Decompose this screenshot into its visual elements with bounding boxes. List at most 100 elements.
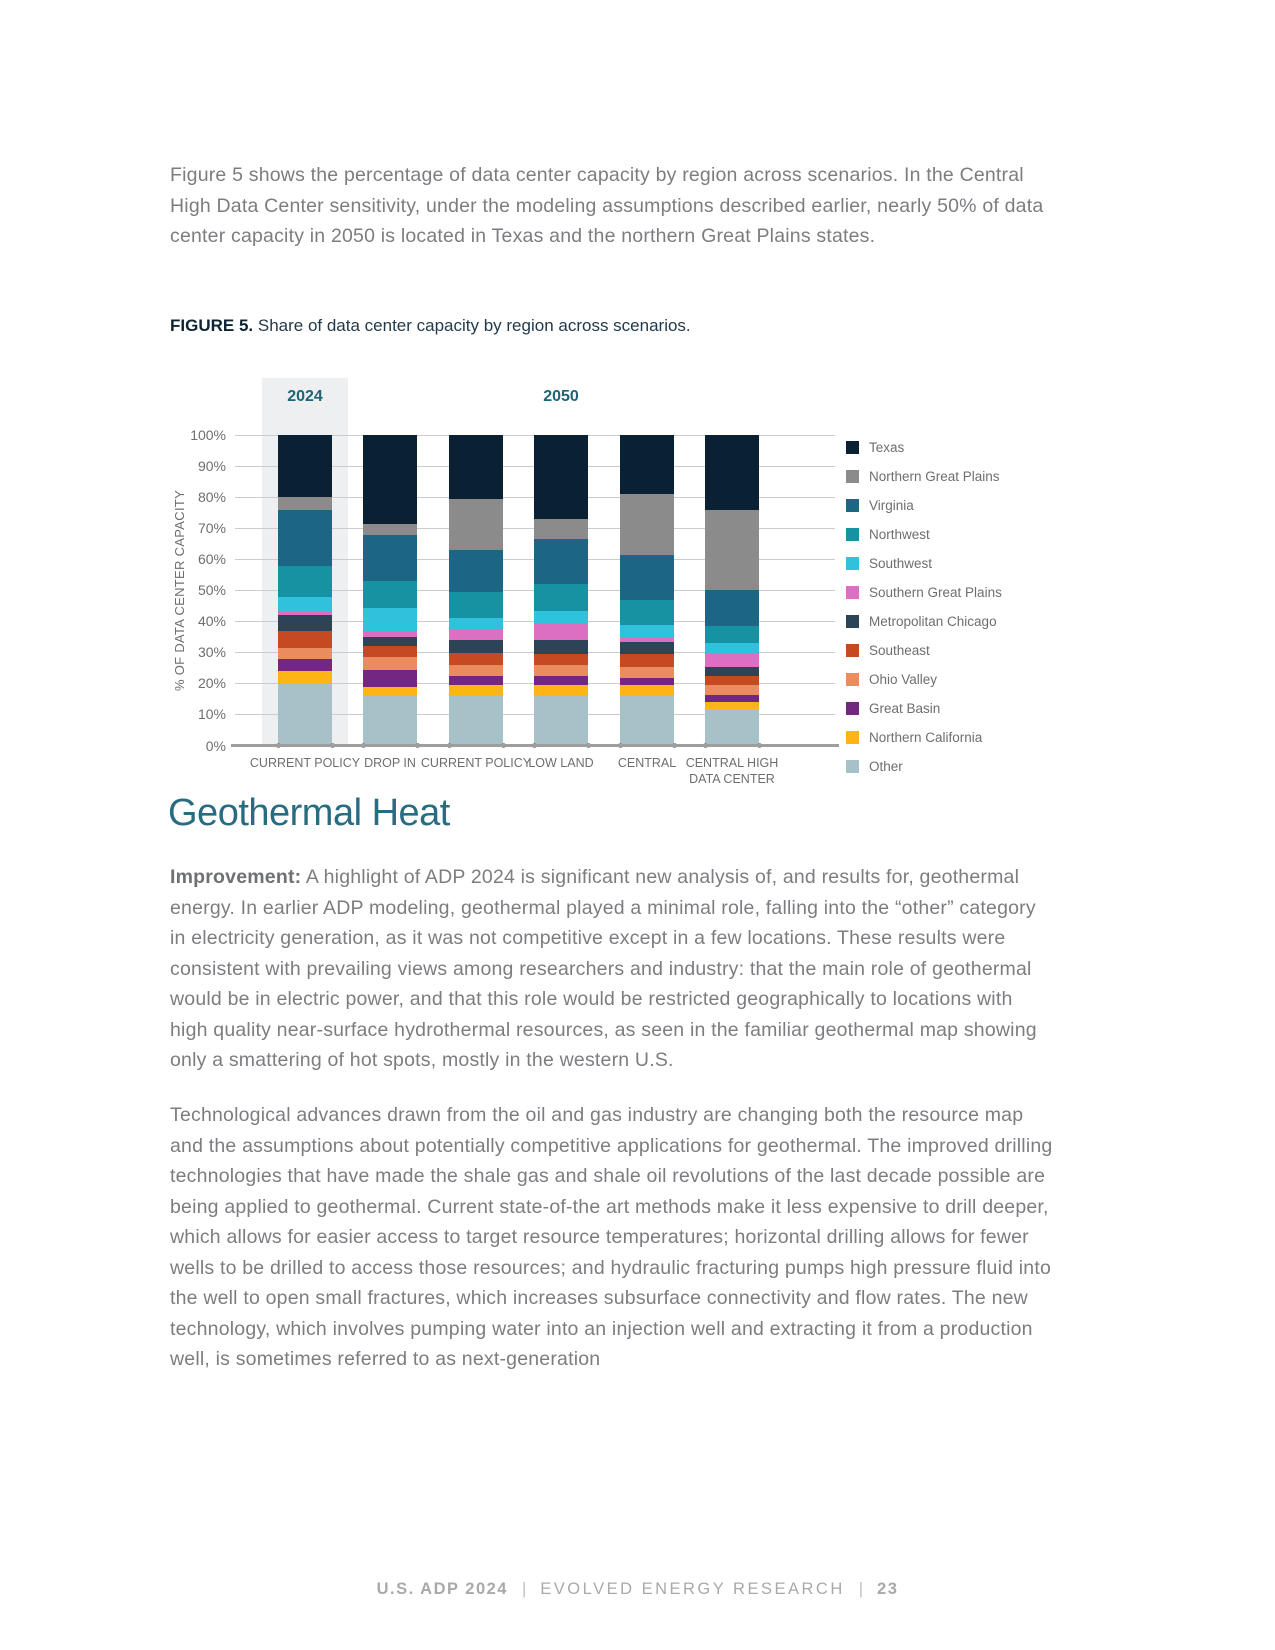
bar-segment-texas (363, 435, 417, 524)
x-axis-label-line: DATA CENTER (689, 772, 775, 786)
bar-segment-other (363, 696, 417, 746)
bar-segment-ohio-valley (705, 685, 759, 695)
bar-segment-northern-california (278, 671, 332, 684)
bar-segment-ohio-valley (620, 666, 674, 678)
legend-item-southwest: Southwest (846, 556, 1002, 571)
bar-segment-ohio-valley (449, 665, 503, 676)
bar-segment-ohio-valley (363, 657, 417, 670)
x-axis-label-line: CURRENT POLICY (249, 756, 361, 770)
x-axis-label-line: CURRENT POLICY (420, 756, 532, 770)
bar-segment-texas (534, 435, 588, 519)
bar-segment-virginia (363, 534, 417, 582)
legend-swatch (846, 673, 859, 686)
bar-segment-northern-california (534, 685, 588, 697)
footer-organization: EVOLVED ENERGY RESEARCH (540, 1580, 845, 1598)
bar-segment-northern-great-plains (705, 509, 759, 591)
bar-segment-texas (278, 435, 332, 498)
bar-segment-metropolitan-chicago (705, 666, 759, 676)
y-tick-label: 70% (197, 519, 226, 536)
bar-segment-northwest (534, 584, 588, 611)
y-tick-label: 60% (197, 550, 226, 567)
legend-label: Virginia (869, 498, 914, 513)
stacked-bar (620, 435, 674, 746)
y-tick-label: 30% (197, 644, 226, 661)
stacked-bar (363, 435, 417, 746)
legend-item-metropolitan-chicago: Metropolitan Chicago (846, 614, 1002, 629)
bar-segment-southern-great-plains (449, 629, 503, 641)
bar-segment-virginia (534, 539, 588, 585)
bar-segment-southeast (705, 675, 759, 686)
paragraph-technology: Technological advances drawn from the oi… (170, 1104, 1053, 1370)
bar-segment-other (278, 683, 332, 746)
footer-page-number: 23 (877, 1580, 899, 1598)
bar-segment-great-basin (620, 677, 674, 686)
figure-label: FIGURE 5. (170, 316, 254, 335)
stacked-bar (705, 435, 759, 746)
footer-report-title: U.S. ADP 2024 (376, 1580, 508, 1598)
stacked-bar (534, 435, 588, 746)
legend-swatch (846, 644, 859, 657)
chart-group-label-2050: 2050 (543, 388, 579, 405)
bar-segment-great-basin (449, 675, 503, 686)
bar-segment-metropolitan-chicago (620, 641, 674, 655)
legend-label: Northern Great Plains (869, 469, 1000, 484)
bar-segment-great-basin (363, 669, 417, 687)
x-axis-label-line: CENTRAL HIGH (685, 756, 779, 770)
bar-segment-southwest (534, 610, 588, 624)
legend-label: Southwest (869, 556, 933, 571)
bar-segment-southwest (620, 624, 674, 638)
bar-segment-southern-great-plains (278, 610, 332, 616)
x-axis-label: CENTRAL (587, 755, 707, 771)
bar-segment-virginia (705, 590, 759, 627)
bar-segment-northern-great-plains (278, 497, 332, 510)
y-tick-label: 10% (197, 706, 226, 723)
legend-swatch (846, 470, 859, 483)
bar-segment-texas (620, 435, 674, 495)
bar-segment-metropolitan-chicago (449, 640, 503, 653)
footer-separator: | (521, 1580, 527, 1598)
legend-swatch (846, 760, 859, 773)
bar-segment-northern-california (363, 686, 417, 697)
bar-segment-southeast (278, 630, 332, 648)
x-axis-label: CURRENT POLICY (245, 755, 365, 771)
x-axis-label: CURRENT POLICY (416, 755, 536, 771)
y-tick-label: 50% (197, 582, 226, 598)
legend-item-great-basin: Great Basin (846, 701, 1002, 716)
bar-segment-ohio-valley (278, 647, 332, 659)
legend-swatch (846, 557, 859, 570)
figure5-chart: 0% 10% 20% 30% 40% 50% 60% 70% 80% 90% 100% 2024 205… (170, 378, 1075, 786)
bar-segment-northwest (705, 626, 759, 644)
page-footer: U.S. ADP 2024 | EVOLVED ENERGY RESEARCH | 23 (0, 1580, 1275, 1599)
legend-swatch (846, 731, 859, 744)
legend-label: Great Basin (869, 701, 941, 716)
chart-group-label-2024: 2024 (287, 388, 323, 405)
legend-label: Ohio Valley (869, 672, 938, 687)
y-axis-title: % OF DATA CENTER CAPACITY (172, 489, 187, 692)
y-tick-label: 20% (197, 675, 226, 692)
bar-segment-northern-great-plains (620, 494, 674, 555)
x-axis-line (231, 744, 839, 747)
bar-segment-northern-california (705, 702, 759, 709)
bar-segment-ohio-valley (534, 665, 588, 676)
legend-item-northern-great-plains: Northern Great Plains (846, 469, 1002, 484)
bar-segment-southern-great-plains (705, 652, 759, 667)
legend-swatch (846, 615, 859, 628)
intro-paragraph: Figure 5 shows the percentage of data ce… (170, 164, 1044, 247)
paragraph-lead-in: Improvement: (170, 866, 302, 888)
bar-segment-southwest (278, 596, 332, 611)
legend-label: Metropolitan Chicago (869, 614, 997, 629)
bar-segment-metropolitan-chicago (363, 637, 417, 647)
bar-segment-texas (449, 435, 503, 499)
section-heading: Geothermal Heat (168, 792, 450, 834)
legend-item-ohio-valley: Ohio Valley (846, 672, 1002, 687)
bar-segment-southeast (449, 652, 503, 666)
legend-label: Northwest (869, 527, 930, 542)
bar-segment-great-basin (278, 658, 332, 672)
legend-item-texas: Texas (846, 440, 1002, 455)
y-tick-label: 80% (197, 488, 226, 505)
bar-segment-metropolitan-chicago (534, 640, 588, 655)
legend-item-virginia: Virginia (846, 498, 1002, 513)
stacked-bar (449, 435, 503, 746)
stacked-bar (278, 435, 332, 746)
